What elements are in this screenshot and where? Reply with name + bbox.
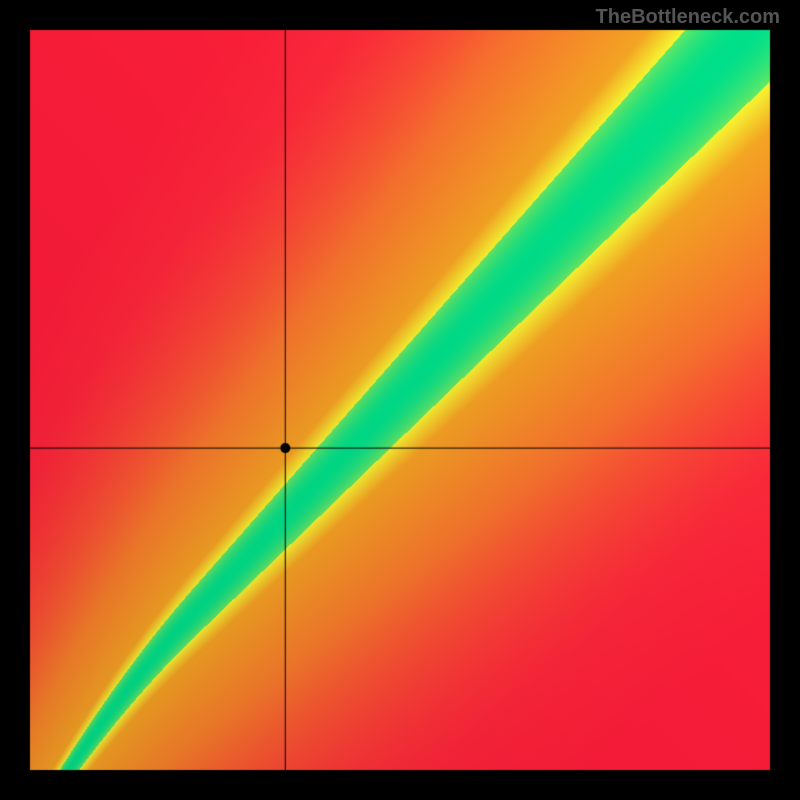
bottleneck-heatmap — [0, 0, 800, 800]
attribution-text: TheBottleneck.com — [596, 6, 780, 29]
chart-container: TheBottleneck.com — [0, 0, 800, 800]
